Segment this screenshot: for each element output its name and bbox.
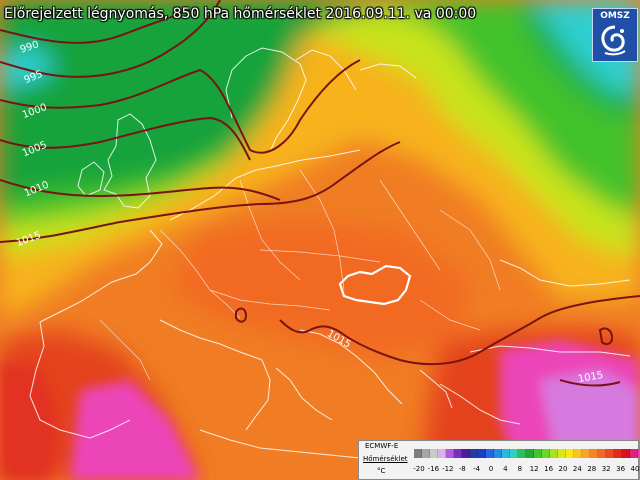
isobar-loop-2 bbox=[598, 327, 614, 346]
legend-swatch bbox=[478, 449, 486, 458]
isobar-995 bbox=[0, 0, 221, 78]
swirl-logo-icon bbox=[601, 25, 626, 56]
isobar-1010 bbox=[0, 179, 281, 201]
legend-swatch bbox=[566, 449, 574, 458]
temp-band-darkgreen bbox=[0, 0, 420, 200]
legend-unit: °C bbox=[377, 467, 386, 475]
legend-tick-label: 40 bbox=[630, 465, 640, 473]
isobar-1000 bbox=[0, 59, 361, 154]
legend-tick-label: 0 bbox=[488, 465, 494, 473]
isobar-990 bbox=[0, 9, 191, 44]
legend-swatch bbox=[446, 449, 454, 458]
legend-swatch bbox=[422, 449, 430, 458]
legend-tick-label: 4 bbox=[503, 465, 508, 473]
temp-band-cyan-w bbox=[0, 45, 55, 90]
isobar-1005 bbox=[0, 116, 251, 161]
legend-swatch bbox=[462, 449, 470, 458]
legend-swatch bbox=[598, 449, 606, 458]
legend-tick-label: -20 bbox=[413, 465, 425, 473]
legend-swatch bbox=[470, 449, 478, 458]
legend-swatch bbox=[518, 449, 526, 458]
legend-tick-label: -12 bbox=[442, 465, 454, 473]
legend-swatch bbox=[430, 449, 438, 458]
legend-swatch bbox=[582, 449, 590, 458]
isobar-1015-w bbox=[0, 141, 401, 243]
isobar-1015-e bbox=[479, 295, 640, 353]
legend-parameter: Hőmérséklet bbox=[363, 455, 408, 463]
legend-swatch bbox=[542, 449, 550, 458]
temp-band-orange-c bbox=[170, 220, 470, 360]
isobar-loop-1 bbox=[235, 307, 248, 323]
temperature-legend: ECMWF-E Hőmérséklet °C -20 -16 -12 -8 -4 0 4 8 1… bbox=[358, 440, 640, 480]
legend-swatch bbox=[526, 449, 534, 458]
country-borders bbox=[99, 169, 501, 381]
legend-tick-label: 28 bbox=[587, 465, 597, 473]
isobars bbox=[0, 0, 640, 387]
map-title: Előrejelzett légnyomás, 850 hPa hőmérsék… bbox=[4, 6, 477, 22]
legend-swatch bbox=[574, 449, 582, 458]
legend-swatch bbox=[438, 449, 446, 458]
temp-band-magenta-sw bbox=[70, 380, 200, 480]
legend-swatch bbox=[414, 449, 422, 458]
legend-swatch bbox=[638, 449, 640, 458]
legend-swatch bbox=[614, 449, 622, 458]
logo-text: OMSZ bbox=[600, 11, 630, 21]
legend-swatch bbox=[622, 449, 630, 458]
legend-swatch bbox=[550, 449, 558, 458]
isobar-1015-se bbox=[559, 379, 621, 387]
legend-swatch bbox=[510, 449, 518, 458]
legend-swatch bbox=[502, 449, 510, 458]
legend-swatch bbox=[590, 449, 598, 458]
legend-tick-label: 20 bbox=[558, 465, 568, 473]
legend-tick-label: 8 bbox=[517, 465, 523, 473]
legend-swatch bbox=[558, 449, 566, 458]
coastlines bbox=[29, 47, 631, 463]
isobar-1015-c bbox=[279, 319, 481, 366]
legend-swatch bbox=[486, 449, 494, 458]
legend-swatch bbox=[494, 449, 502, 458]
legend-tick-label: 36 bbox=[616, 465, 626, 473]
legend-tick-label: 24 bbox=[572, 465, 582, 473]
legend-swatch bbox=[630, 449, 638, 458]
legend-color-bar bbox=[414, 449, 640, 458]
legend-tick-label: 32 bbox=[601, 465, 611, 473]
legend-swatch bbox=[454, 449, 462, 458]
temp-band-red-w bbox=[0, 360, 60, 480]
omsz-logo: OMSZ bbox=[592, 8, 638, 62]
legend-model: ECMWF-E bbox=[365, 442, 399, 450]
hungary-outline bbox=[338, 264, 412, 306]
legend-tick-label: 12 bbox=[529, 465, 539, 473]
legend-tick-label: -8 bbox=[458, 465, 466, 473]
legend-tick-labels: -20 -16 -12 -8 -4 0 4 8 12 16 20 24 28 32 36 40 bbox=[411, 465, 640, 475]
legend-tick-label: -4 bbox=[473, 465, 481, 473]
legend-swatch bbox=[606, 449, 614, 458]
legend-swatch bbox=[534, 449, 542, 458]
legend-tick-label: -16 bbox=[427, 465, 440, 473]
legend-tick-label: 16 bbox=[544, 465, 554, 473]
